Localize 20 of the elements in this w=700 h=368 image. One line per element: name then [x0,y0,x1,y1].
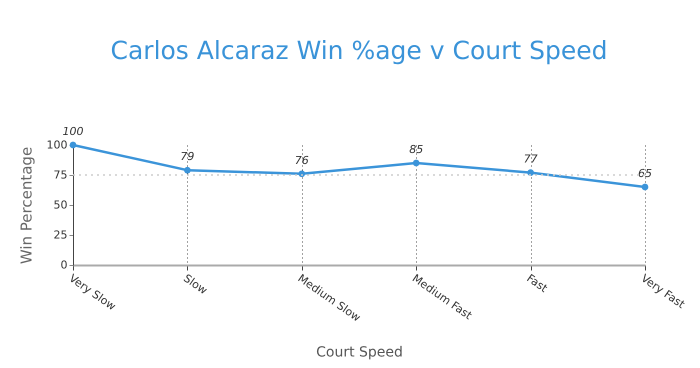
x-tick-label: Fast [524,272,550,296]
data-label: 77 [524,152,538,166]
y-tick-label: 75 [54,168,68,182]
data-label: 76 [294,154,309,167]
point [412,160,420,166]
y-axis-title: Win Percentage [18,146,36,264]
data-label: 100 [62,125,84,138]
data-label: 85 [409,143,424,156]
y-tick-label: 25 [54,228,68,242]
data-label: 79 [180,150,194,164]
y-tick-label: 0 [60,258,68,272]
data-label: 65 [638,167,652,180]
point [70,142,76,148]
y-tick-label: 100 [46,138,68,152]
x-axis-title: Court Speed [316,344,403,361]
chart-title: Carlos Alcaraz Win %age v Court Speed [110,36,608,65]
y-tick-label: 50 [54,198,68,212]
point [642,184,648,190]
point [527,169,534,176]
point [184,166,191,174]
